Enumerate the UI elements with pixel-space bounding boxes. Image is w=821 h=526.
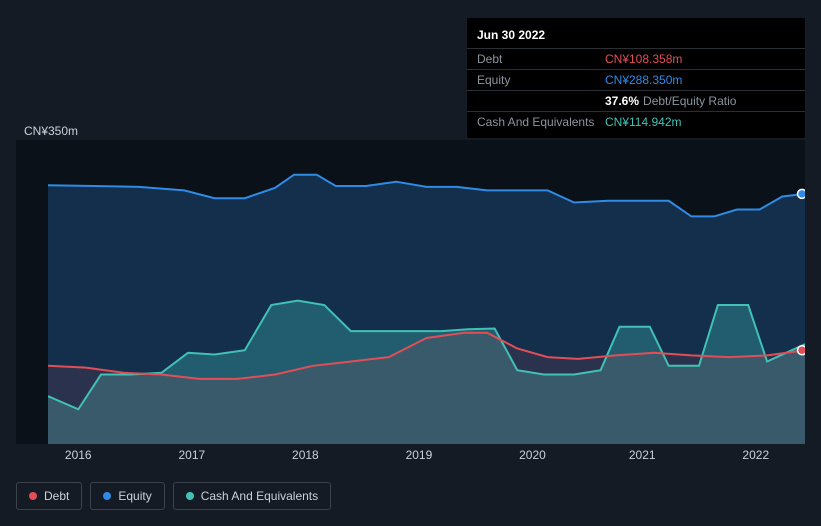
tooltip-label xyxy=(477,94,605,108)
x-tick: 2022 xyxy=(742,448,769,462)
legend-label: Cash And Equivalents xyxy=(201,489,318,503)
tooltip-title: Jun 30 2022 xyxy=(467,24,805,48)
y-axis-top-label: CN¥350m xyxy=(24,124,78,138)
tooltip-label: Cash And Equivalents xyxy=(477,115,605,129)
tooltip-value: CN¥114.942m xyxy=(605,115,682,129)
chart-tooltip: Jun 30 2022 DebtCN¥108.358mEquityCN¥288.… xyxy=(467,18,805,138)
tooltip-value: CN¥288.350m xyxy=(605,73,682,87)
x-tick: 2021 xyxy=(629,448,656,462)
tooltip-row: EquityCN¥288.350m xyxy=(467,69,805,90)
x-tick: 2018 xyxy=(292,448,319,462)
x-tick: 2016 xyxy=(65,448,92,462)
chart-plot[interactable] xyxy=(48,140,805,444)
legend-dot xyxy=(103,492,111,500)
tooltip-suffix: Debt/Equity Ratio xyxy=(643,94,736,108)
x-tick: 2020 xyxy=(519,448,546,462)
chart-container: Jun 30 2022 DebtCN¥108.358mEquityCN¥288.… xyxy=(0,0,821,526)
legend-label: Equity xyxy=(118,489,151,503)
tooltip-row: DebtCN¥108.358m xyxy=(467,48,805,69)
tooltip-row: 37.6%Debt/Equity Ratio xyxy=(467,90,805,111)
legend-dot xyxy=(186,492,194,500)
end-marker xyxy=(798,346,806,355)
x-tick: 2019 xyxy=(406,448,433,462)
legend-item-equity[interactable]: Equity xyxy=(90,482,164,510)
tooltip-label: Debt xyxy=(477,52,605,66)
legend-dot xyxy=(29,492,37,500)
tooltip-value: 37.6%Debt/Equity Ratio xyxy=(605,94,736,108)
legend-item-cash-and-equivalents[interactable]: Cash And Equivalents xyxy=(173,482,331,510)
x-tick: 2017 xyxy=(178,448,205,462)
tooltip-label: Equity xyxy=(477,73,605,87)
legend-item-debt[interactable]: Debt xyxy=(16,482,82,510)
legend-label: Debt xyxy=(44,489,69,503)
legend: Debt Equity Cash And Equivalents xyxy=(16,482,331,510)
end-marker xyxy=(798,189,806,198)
tooltip-value: CN¥108.358m xyxy=(605,52,682,66)
tooltip-row: Cash And EquivalentsCN¥114.942m xyxy=(467,111,805,132)
x-axis: 2016 2017 2018 2019 2020 2021 2022 xyxy=(48,448,805,466)
